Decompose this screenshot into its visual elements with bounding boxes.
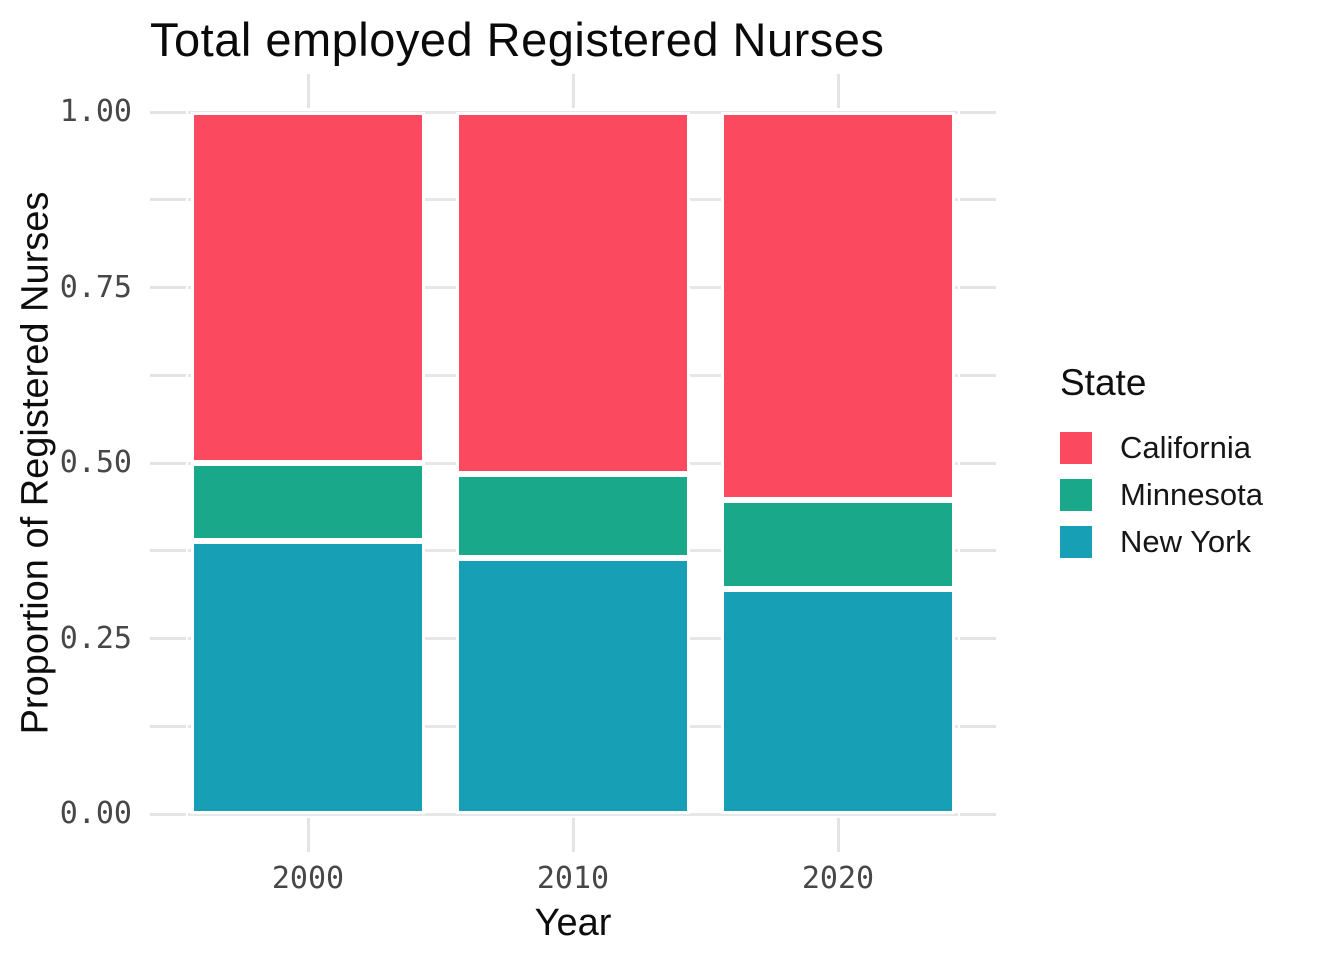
- y-axis-tick-left: [150, 724, 186, 728]
- y-axis-tick-right: [960, 812, 996, 816]
- legend: State California Minnesota New York: [1060, 362, 1340, 573]
- x-tick-label: 2020: [801, 861, 875, 896]
- x-tick-label: 2010: [536, 861, 610, 896]
- x-axis-title: Year: [534, 902, 612, 944]
- legend-label: Minnesota: [1120, 477, 1264, 512]
- legend-swatch-icon: [1060, 526, 1092, 558]
- x-tick-label: 2000: [271, 861, 345, 896]
- y-axis-tick-right: [960, 637, 996, 640]
- y-axis-tick-left: [150, 198, 186, 202]
- y-axis-tick-left: [150, 373, 186, 377]
- y-axis-tick-left: [150, 549, 186, 553]
- legend-item-california: California: [1060, 430, 1340, 465]
- y-axis-tick-right: [960, 286, 996, 289]
- legend-swatch-icon: [1060, 479, 1092, 511]
- bar-segment-new-york-2020: [721, 588, 955, 814]
- y-tick-label: 0.50: [59, 445, 132, 480]
- x-axis-tick-bottom: [571, 818, 575, 852]
- x-axis-tick-top: [836, 74, 840, 108]
- x-axis-tick-bottom: [836, 818, 840, 852]
- y-tick-label: 0.25: [59, 620, 132, 656]
- bar-segment-california-2000: [191, 112, 425, 463]
- bar-segment-new-york-2010: [456, 558, 690, 814]
- bar-segment-minnesota-2000: [191, 463, 425, 541]
- y-gridline: [188, 812, 958, 816]
- legend-title: State: [1060, 362, 1147, 403]
- bar-segment-minnesota-2010: [456, 474, 690, 559]
- legend-label: New York: [1120, 524, 1251, 559]
- bar-segment-california-2010: [456, 112, 690, 475]
- y-axis-tick-left: [150, 812, 186, 816]
- legend-swatch-icon: [1060, 432, 1092, 464]
- bar-segment-new-york-2000: [191, 540, 425, 814]
- bar-segment-minnesota-2020: [721, 499, 955, 589]
- x-axis-tick-bottom: [306, 818, 310, 852]
- y-axis-tick-left: [150, 110, 186, 114]
- y-axis-tick-right: [960, 461, 996, 465]
- x-axis-tick-top: [571, 74, 575, 108]
- legend-item-minnesota: Minnesota: [1060, 477, 1340, 512]
- y-tick-label: 1.00: [59, 94, 132, 129]
- x-axis-tick-top: [306, 74, 310, 108]
- chart-title: Total employed Registered Nurses: [150, 13, 885, 66]
- legend-items: California Minnesota New York: [1060, 430, 1340, 559]
- legend-item-new-york: New York: [1060, 524, 1340, 559]
- y-axis-tick-right: [960, 110, 996, 114]
- y-axis-tick-left: [150, 286, 186, 289]
- bar-segment-california-2020: [721, 112, 955, 500]
- y-axis-tick-left: [150, 637, 186, 640]
- y-tick-label: 0.75: [59, 269, 132, 305]
- y-axis-tick-right: [960, 198, 996, 202]
- y-axis-tick-right: [960, 373, 996, 377]
- y-axis-tick-right: [960, 549, 996, 553]
- legend-label: California: [1120, 430, 1251, 465]
- y-axis-tick-left: [150, 461, 186, 465]
- y-axis-tick-right: [960, 724, 996, 728]
- y-tick-label: 0.00: [59, 796, 132, 831]
